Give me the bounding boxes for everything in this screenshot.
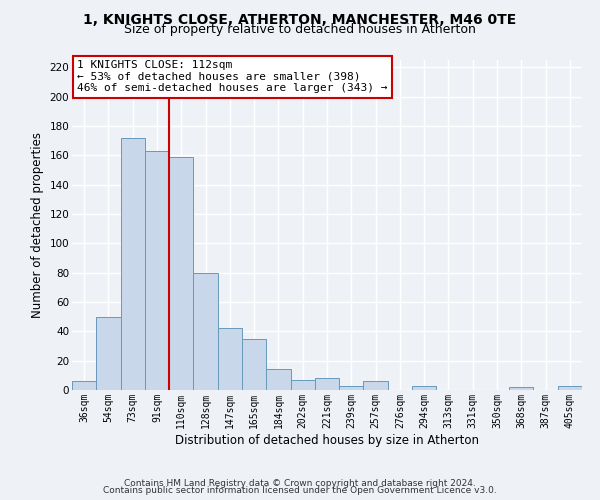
Bar xyxy=(193,272,218,390)
Bar xyxy=(509,387,533,390)
Bar xyxy=(339,386,364,390)
Text: Contains HM Land Registry data © Crown copyright and database right 2024.: Contains HM Land Registry data © Crown c… xyxy=(124,478,476,488)
Bar xyxy=(290,380,315,390)
Bar xyxy=(558,386,582,390)
Bar xyxy=(169,157,193,390)
Text: Size of property relative to detached houses in Atherton: Size of property relative to detached ho… xyxy=(124,22,476,36)
Y-axis label: Number of detached properties: Number of detached properties xyxy=(31,132,44,318)
Bar xyxy=(145,151,169,390)
Bar xyxy=(96,316,121,390)
Bar xyxy=(218,328,242,390)
X-axis label: Distribution of detached houses by size in Atherton: Distribution of detached houses by size … xyxy=(175,434,479,446)
Bar xyxy=(315,378,339,390)
Text: 1, KNIGHTS CLOSE, ATHERTON, MANCHESTER, M46 0TE: 1, KNIGHTS CLOSE, ATHERTON, MANCHESTER, … xyxy=(83,12,517,26)
Bar xyxy=(266,370,290,390)
Text: 1 KNIGHTS CLOSE: 112sqm
← 53% of detached houses are smaller (398)
46% of semi-d: 1 KNIGHTS CLOSE: 112sqm ← 53% of detache… xyxy=(77,60,388,93)
Bar xyxy=(72,381,96,390)
Bar xyxy=(364,381,388,390)
Text: Contains public sector information licensed under the Open Government Licence v3: Contains public sector information licen… xyxy=(103,486,497,495)
Bar xyxy=(121,138,145,390)
Bar xyxy=(412,386,436,390)
Bar xyxy=(242,338,266,390)
